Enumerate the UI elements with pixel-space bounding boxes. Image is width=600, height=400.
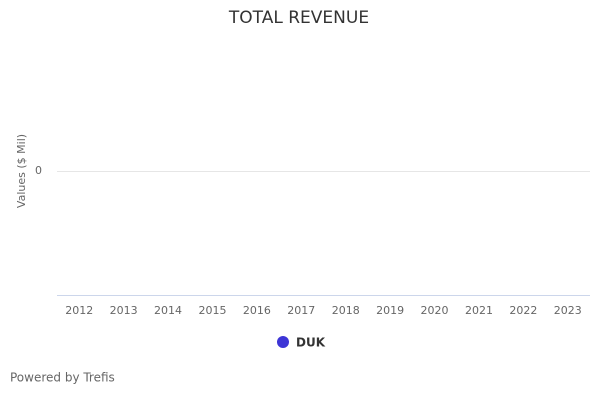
- x-tick-label: 2012: [65, 304, 93, 317]
- x-tick-label: 2018: [332, 304, 360, 317]
- x-tick-label: 2013: [110, 304, 138, 317]
- y-axis-label: Values ($ Mil): [15, 134, 28, 208]
- x-tick-label: 2016: [243, 304, 271, 317]
- x-tick-label: 2022: [509, 304, 537, 317]
- x-tick-label: 2017: [287, 304, 315, 317]
- legend-label: DUK: [296, 336, 326, 350]
- legend-marker: [277, 336, 289, 348]
- x-tick-label: 2014: [154, 304, 182, 317]
- x-tick-label: 2023: [554, 304, 582, 317]
- x-tick-label: 2021: [465, 304, 493, 317]
- y-tick-label: 0: [35, 164, 42, 177]
- x-tick-label: 2020: [421, 304, 449, 317]
- credits: Powered by Trefis: [10, 371, 115, 385]
- chart-title: TOTAL REVENUE: [228, 8, 369, 28]
- x-tick-label: 2015: [198, 304, 226, 317]
- x-tick-label: 2019: [376, 304, 404, 317]
